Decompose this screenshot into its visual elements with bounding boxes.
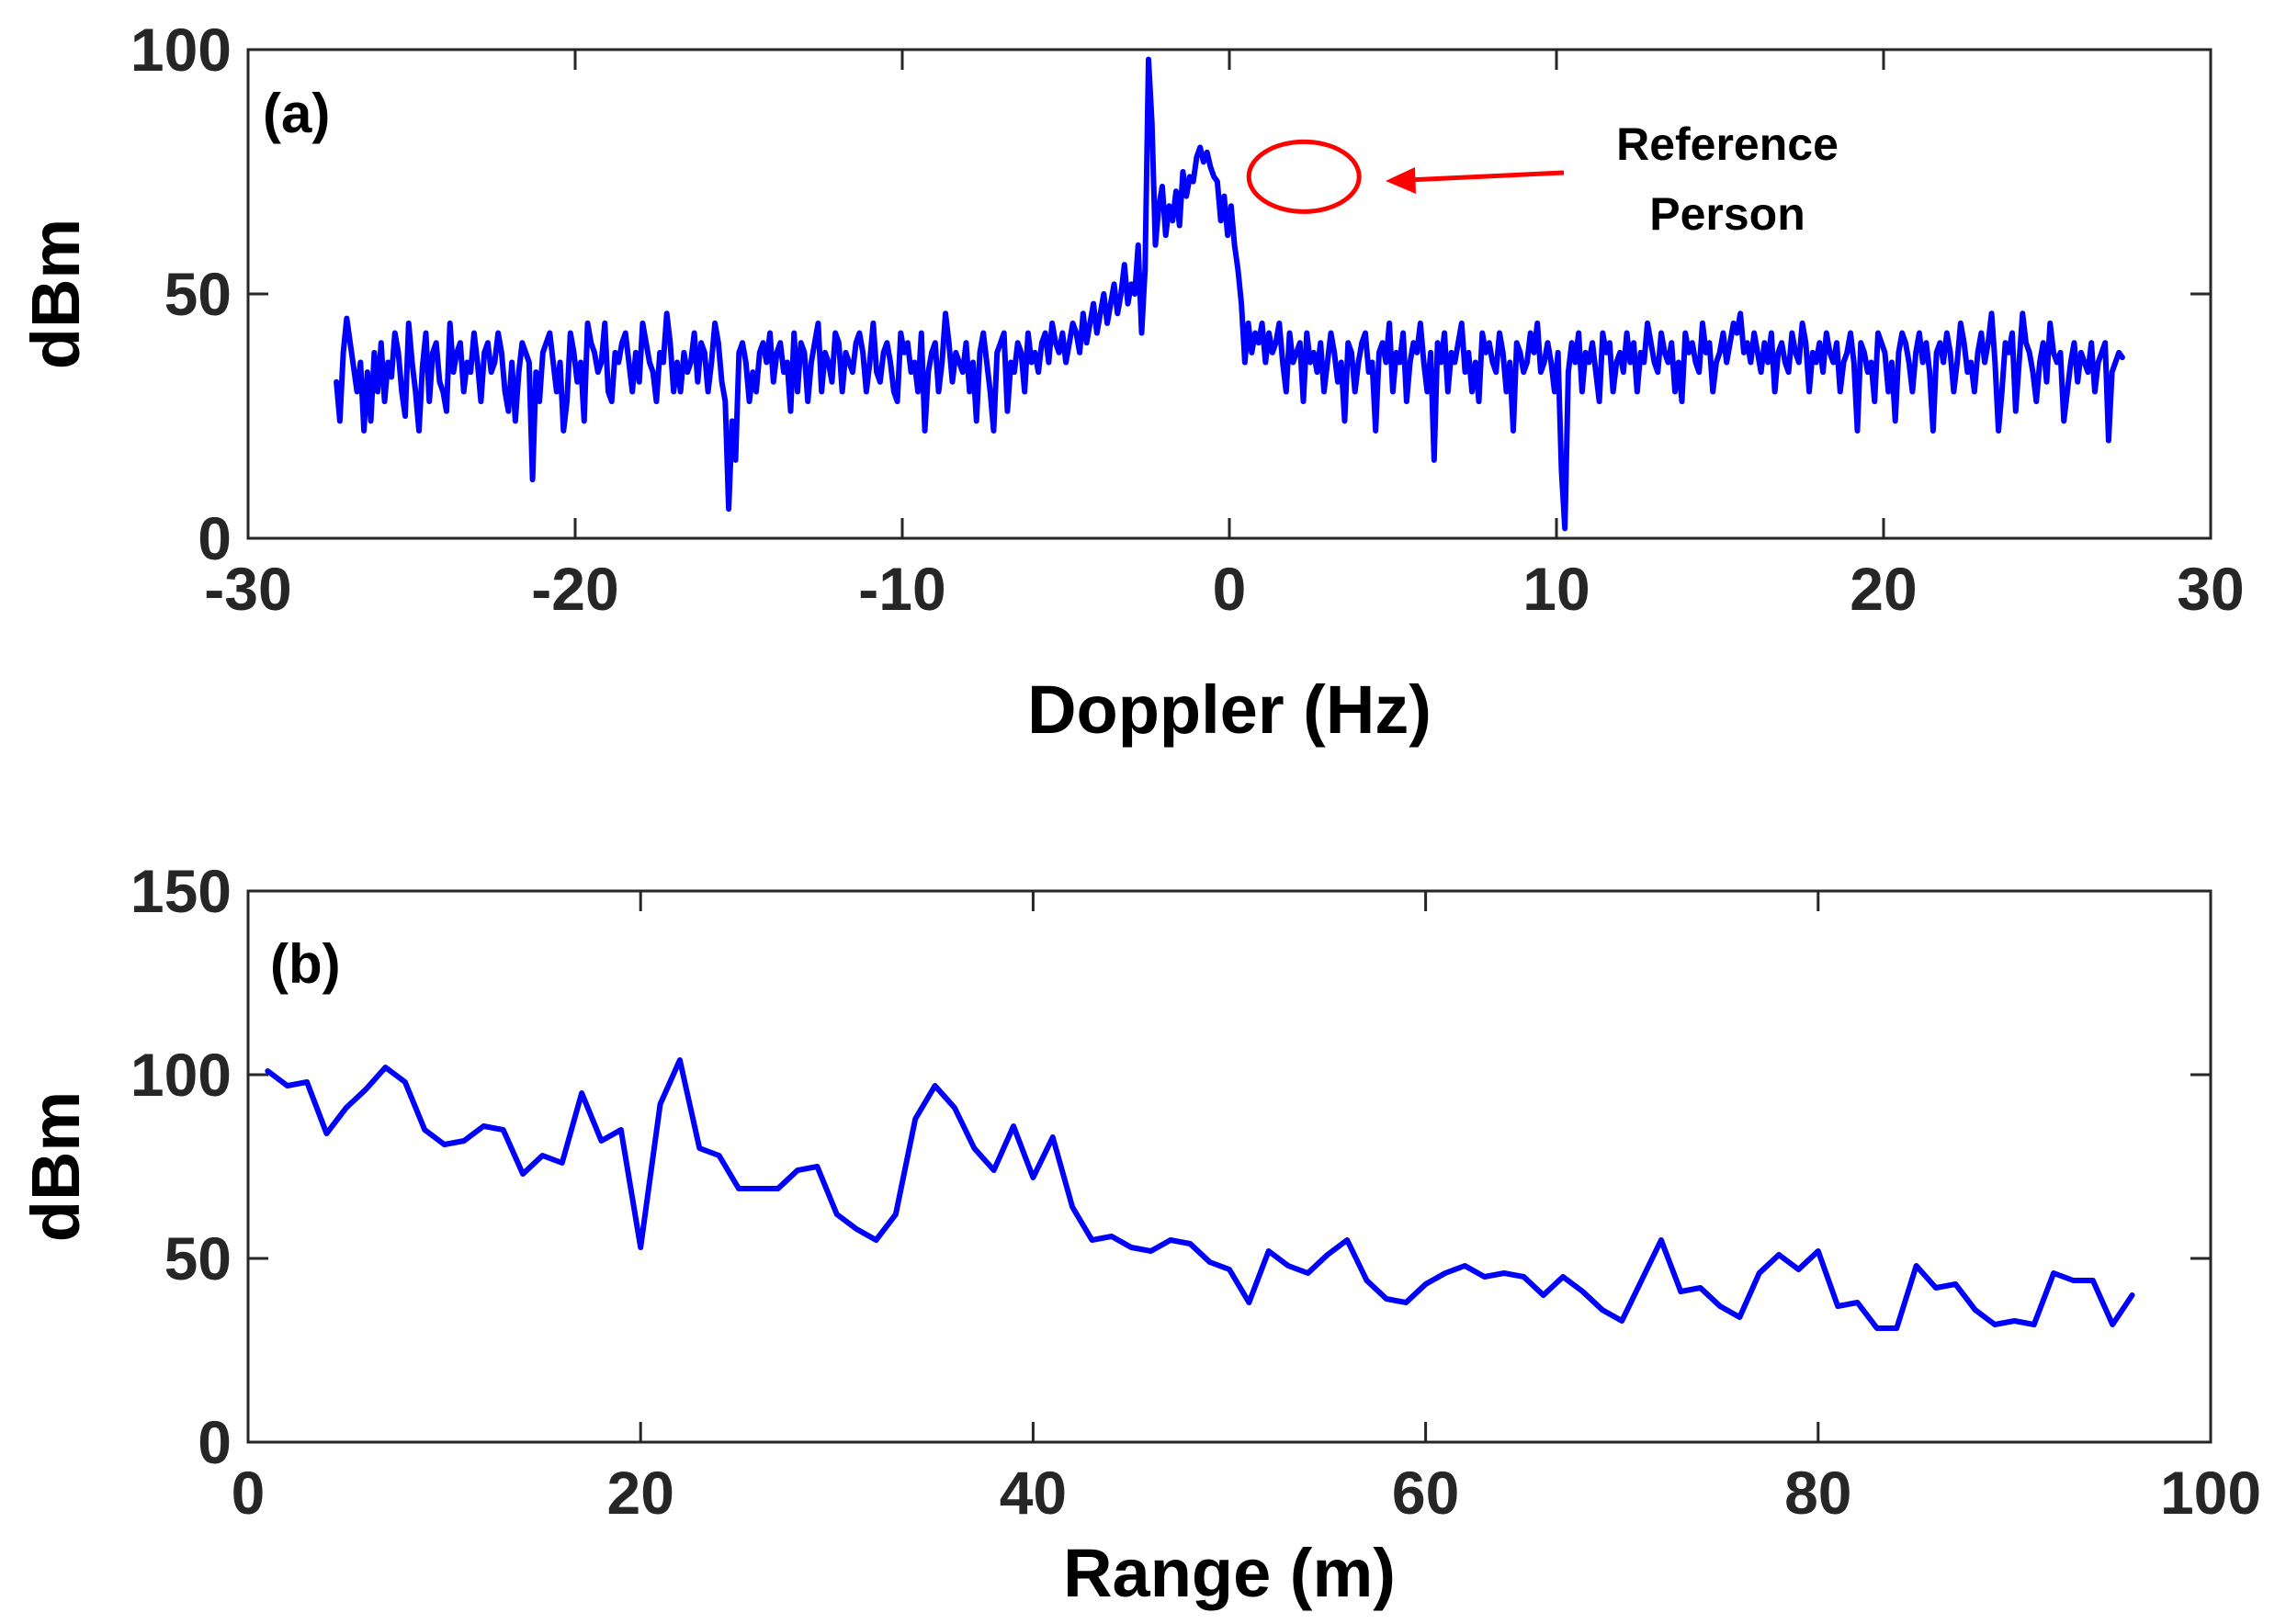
panel-b-xtick-label: 20	[606, 1459, 673, 1527]
panel-a-ytick-label: 100	[130, 16, 232, 84]
panel-b-label: (b)	[270, 933, 341, 995]
panel-b-xtick-label: 60	[1392, 1459, 1459, 1527]
annotation-arrow-head	[1386, 167, 1416, 194]
panel-b-ytick-label: 100	[130, 1041, 232, 1109]
panel-a-plot-frame	[246, 48, 2212, 540]
panel-a-series	[334, 56, 2125, 532]
panel-b-ytick-label: 150	[130, 857, 232, 925]
panel-b-y-axis-label: dBm	[17, 1091, 94, 1242]
annotation-text-person: Person	[1649, 188, 1805, 240]
annotation-arrow	[1407, 170, 1565, 183]
panel-a-series-line	[334, 56, 2125, 532]
panel-a-ticks: -30 -20 -10 0 10 20 30 0 50 100	[130, 16, 2245, 623]
panel-b-ytick-label: 0	[198, 1408, 232, 1476]
annotation-text-reference: Reference	[1616, 118, 1839, 170]
panel-b-xtick-label: 0	[232, 1459, 266, 1527]
panel-a-ytick-label: 0	[198, 504, 232, 572]
panel-a-xtick-label: 10	[1522, 555, 1590, 623]
annotation-ellipse	[1246, 139, 1362, 214]
panel-a-x-axis-label: Doppler (Hz)	[1027, 671, 1432, 748]
panel-a-xtick-label: 0	[1213, 555, 1247, 623]
panel-b-xtick-label: 40	[1000, 1459, 1067, 1527]
reference-person-annotation: Reference Person	[1246, 118, 1839, 240]
panel-b-series-line	[265, 1057, 2135, 1331]
panel-a-xtick-label: -20	[531, 555, 618, 623]
panel-b-plot-frame	[246, 889, 2212, 1444]
panel-b-xtick-label: 80	[1784, 1459, 1851, 1527]
panel-b-xtick-label: 100	[2160, 1459, 2261, 1527]
panel-a-xtick-label: -30	[204, 555, 291, 623]
panel-a-y-axis-label: dBm	[17, 219, 94, 369]
panel-b-series	[265, 1057, 2135, 1331]
panel-a-xtick-label: 20	[1850, 555, 1917, 623]
panel-b-x-axis-label: Range (m)	[1063, 1535, 1396, 1611]
panel-b-ytick-label: 50	[164, 1224, 232, 1292]
panel-a-label: (a)	[263, 83, 330, 144]
panel-b: 0 20 40 60 80 100 0 50 100 150 (b) Range (m) dBm	[17, 857, 2261, 1611]
panel-b-ticks: 0 20 40 60 80 100 0 50 100 150	[130, 857, 2261, 1527]
panel-a-ytick-label: 50	[164, 260, 232, 328]
panel-a-xtick-label: -10	[858, 555, 945, 623]
panel-a-xtick-label: 30	[2177, 555, 2244, 623]
